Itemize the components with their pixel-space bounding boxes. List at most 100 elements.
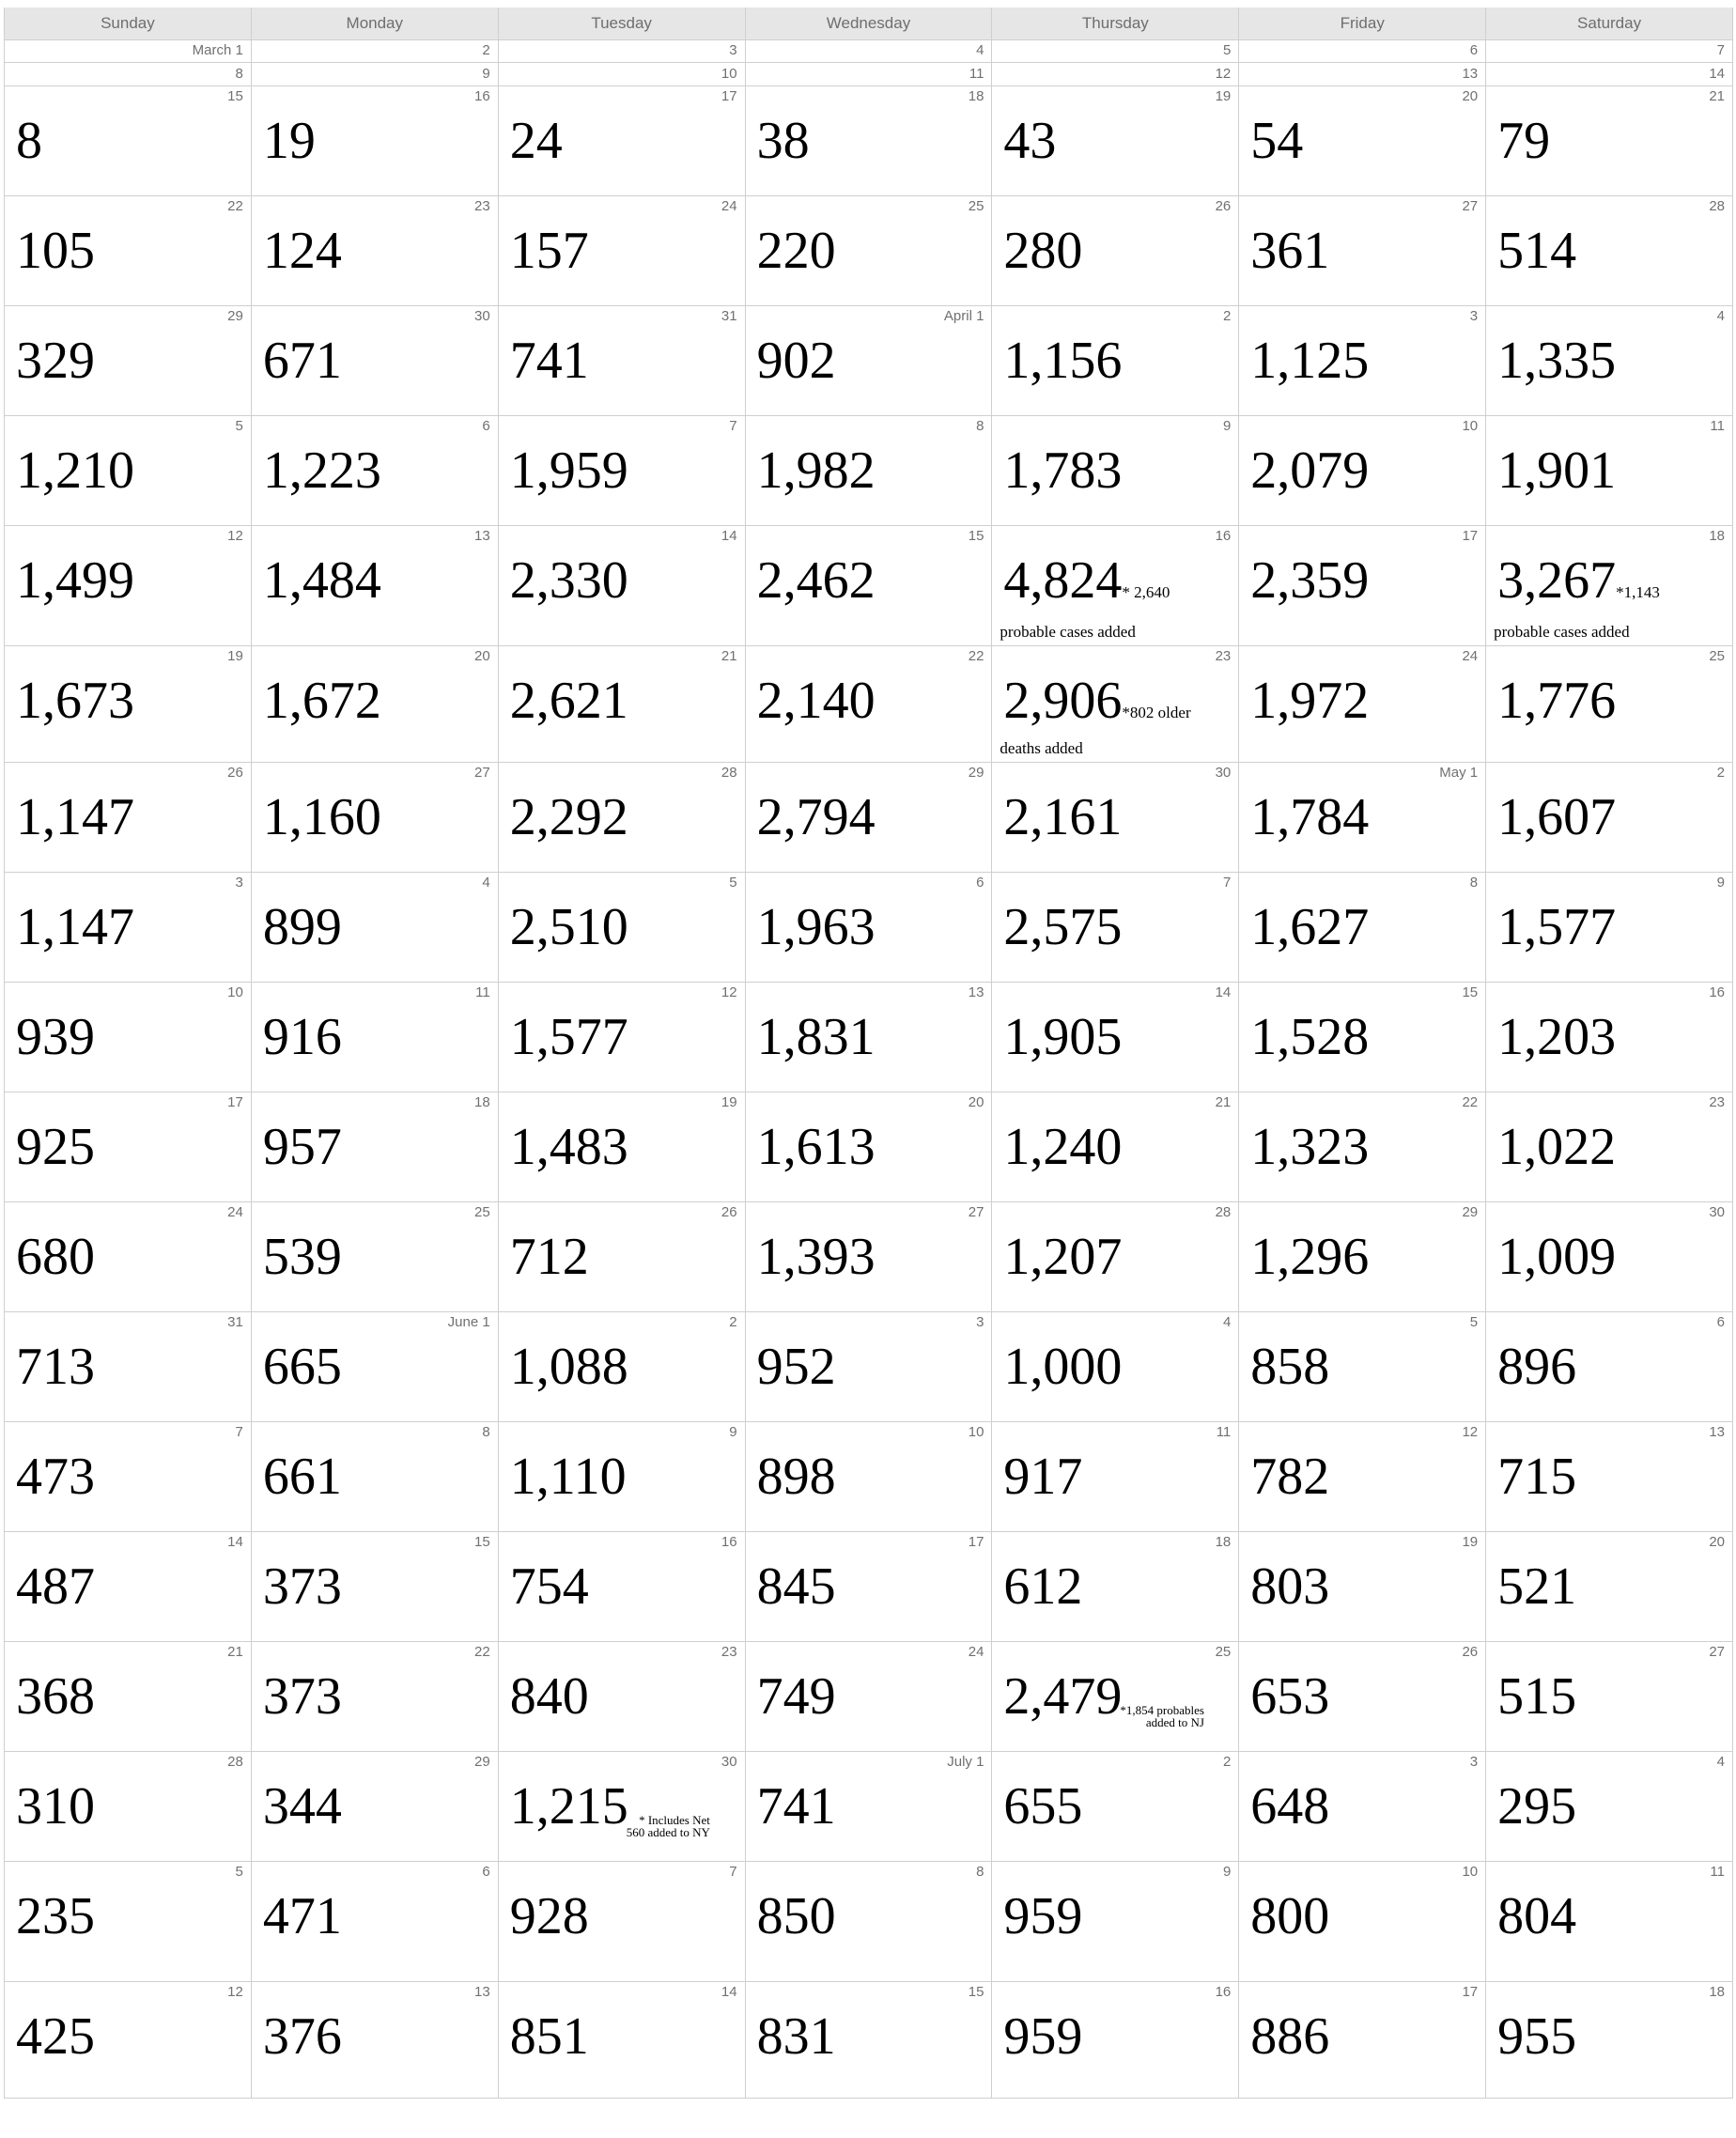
weekday-thursday: Thursday bbox=[992, 8, 1240, 40]
daily-count: 4,824* 2,640 bbox=[1003, 554, 1170, 607]
calendar-day: 27 361 bbox=[1239, 196, 1487, 306]
day-number: 12 bbox=[1215, 66, 1232, 82]
calendar-day: 10 800 bbox=[1239, 1862, 1487, 1982]
calendar-day: 23 1,022 bbox=[1486, 1092, 1733, 1202]
daily-count-value: 1,672 bbox=[262, 672, 381, 730]
daily-count: 105 bbox=[16, 225, 95, 277]
daily-count: 741 bbox=[510, 334, 589, 387]
daily-count: 896 bbox=[1497, 1340, 1576, 1393]
day-number: 21 bbox=[1215, 1094, 1232, 1110]
daily-count-value: 749 bbox=[756, 1667, 836, 1726]
daily-count: 899 bbox=[263, 901, 342, 953]
daily-count: 959 bbox=[1003, 2010, 1082, 2063]
daily-count: 2,575 bbox=[1003, 901, 1122, 953]
footnote-line: probable cases added bbox=[1000, 623, 1136, 641]
calendar-day: 5 858 bbox=[1239, 1312, 1487, 1422]
daily-count-value: 2,359 bbox=[1250, 551, 1370, 610]
daily-count-value: 741 bbox=[756, 1777, 836, 1836]
footnote-inline: * 2,640 bbox=[1122, 583, 1170, 601]
day-number: 28 bbox=[1215, 1204, 1232, 1220]
weekday-header: Sunday Monday Tuesday Wednesday Thursday… bbox=[5, 8, 1733, 40]
daily-count-value: 19 bbox=[262, 112, 316, 170]
day-number: July 1 bbox=[947, 1754, 984, 1770]
daily-count: 2,510 bbox=[510, 901, 628, 953]
calendar-day: 11 804 bbox=[1486, 1862, 1733, 1982]
daily-count-value: 361 bbox=[1250, 222, 1330, 280]
daily-count-value: 539 bbox=[262, 1228, 342, 1286]
daily-count-value: 514 bbox=[1497, 222, 1577, 280]
day-number: 11 bbox=[1216, 1424, 1232, 1440]
daily-count: 54 bbox=[1250, 115, 1303, 167]
calendar-day: 27 515 bbox=[1486, 1642, 1733, 1752]
daily-count-value: 1,088 bbox=[509, 1338, 628, 1396]
daily-count: 858 bbox=[1250, 1340, 1329, 1393]
calendar-day: 16 19 bbox=[251, 86, 499, 196]
calendar-day: 2 1,156 bbox=[992, 306, 1240, 416]
daily-count-value: 680 bbox=[16, 1228, 95, 1286]
calendar-day: 2 1,088 bbox=[498, 1312, 746, 1422]
calendar-day: 2 1,607 bbox=[1486, 763, 1733, 873]
calendar-day: 8 661 bbox=[251, 1422, 499, 1532]
day-number: 15 bbox=[474, 1534, 490, 1550]
daily-count: 2,161 bbox=[1003, 791, 1122, 844]
daily-count-value: 2,292 bbox=[509, 788, 628, 846]
calendar-day: 29 329 bbox=[5, 306, 252, 416]
daily-count-value: 8 bbox=[16, 112, 42, 170]
daily-count: 2,621 bbox=[510, 674, 628, 727]
day-number: 30 bbox=[721, 1754, 737, 1770]
calendar-day: 28 2,292 bbox=[498, 763, 746, 873]
day-number: 12 bbox=[1462, 1424, 1479, 1440]
calendar-day: 4 295 bbox=[1486, 1752, 1733, 1862]
day-number: 12 bbox=[227, 528, 243, 544]
daily-count: 803 bbox=[1250, 1560, 1329, 1613]
daily-count-value: 831 bbox=[756, 2007, 836, 2066]
day-number: 18 bbox=[968, 88, 984, 104]
day-number: 29 bbox=[1462, 1204, 1479, 1220]
daily-count: 1,335 bbox=[1497, 334, 1616, 387]
day-number: 28 bbox=[721, 765, 737, 781]
calendar-day: 4 1,335 bbox=[1486, 306, 1733, 416]
daily-count-value: 648 bbox=[1250, 1777, 1330, 1836]
daily-count-value: 653 bbox=[1250, 1667, 1330, 1726]
daily-count-value: 1,901 bbox=[1497, 442, 1617, 500]
daily-count-value: 612 bbox=[1003, 1557, 1083, 1616]
daily-count-value: 487 bbox=[16, 1557, 95, 1616]
daily-count-value: 1,831 bbox=[756, 1008, 876, 1066]
day-number: 5 bbox=[1469, 1314, 1479, 1330]
daily-count-value: 754 bbox=[509, 1557, 589, 1616]
daily-count: 661 bbox=[263, 1450, 342, 1503]
day-number: 29 bbox=[474, 1754, 490, 1770]
day-number: 21 bbox=[1709, 88, 1725, 104]
day-number: 23 bbox=[721, 1644, 737, 1660]
calendar-day: 15 8 bbox=[5, 86, 252, 196]
daily-count-value: 220 bbox=[756, 222, 836, 280]
daily-count: 1,000 bbox=[1003, 1340, 1122, 1393]
calendar-day: 17 2,359 bbox=[1239, 526, 1487, 646]
calendar-day: 18 38 bbox=[745, 86, 993, 196]
weekday-monday: Monday bbox=[251, 8, 499, 40]
daily-count-value: 295 bbox=[1497, 1777, 1577, 1836]
calendar-day: 11 bbox=[745, 63, 993, 86]
calendar-day: 13 bbox=[1239, 63, 1487, 86]
daily-count-value: 1,905 bbox=[1003, 1008, 1123, 1066]
daily-count: 514 bbox=[1497, 225, 1576, 277]
calendar-week: 26 1,147 27 1,160 28 2,292 29 2,794 30 2,161 May 1… bbox=[5, 763, 1733, 873]
daily-count-value: 43 bbox=[1003, 112, 1057, 170]
day-number: 10 bbox=[721, 66, 737, 82]
calendar-week-compact: 8 9 10 11 12 13 14 bbox=[5, 63, 1733, 86]
day-number: 24 bbox=[227, 1204, 243, 1220]
daily-count-value: 939 bbox=[16, 1008, 95, 1066]
calendar-day: 17 925 bbox=[5, 1092, 252, 1202]
day-number: 8 bbox=[976, 1864, 984, 1880]
footnote-inline: *1,143 bbox=[1616, 583, 1660, 601]
day-number: 4 bbox=[1716, 1754, 1725, 1770]
day-number: March 1 bbox=[192, 42, 243, 58]
daily-count-value: 898 bbox=[756, 1448, 836, 1506]
calendar-day: 8 bbox=[5, 63, 252, 86]
daily-count: 713 bbox=[16, 1340, 95, 1393]
daily-count-value: 1,240 bbox=[1003, 1118, 1123, 1176]
daily-count-value: 1,673 bbox=[16, 672, 134, 730]
daily-count-value: 1,776 bbox=[1497, 672, 1617, 730]
day-number: 5 bbox=[235, 1864, 243, 1880]
day-number: 17 bbox=[227, 1094, 243, 1110]
